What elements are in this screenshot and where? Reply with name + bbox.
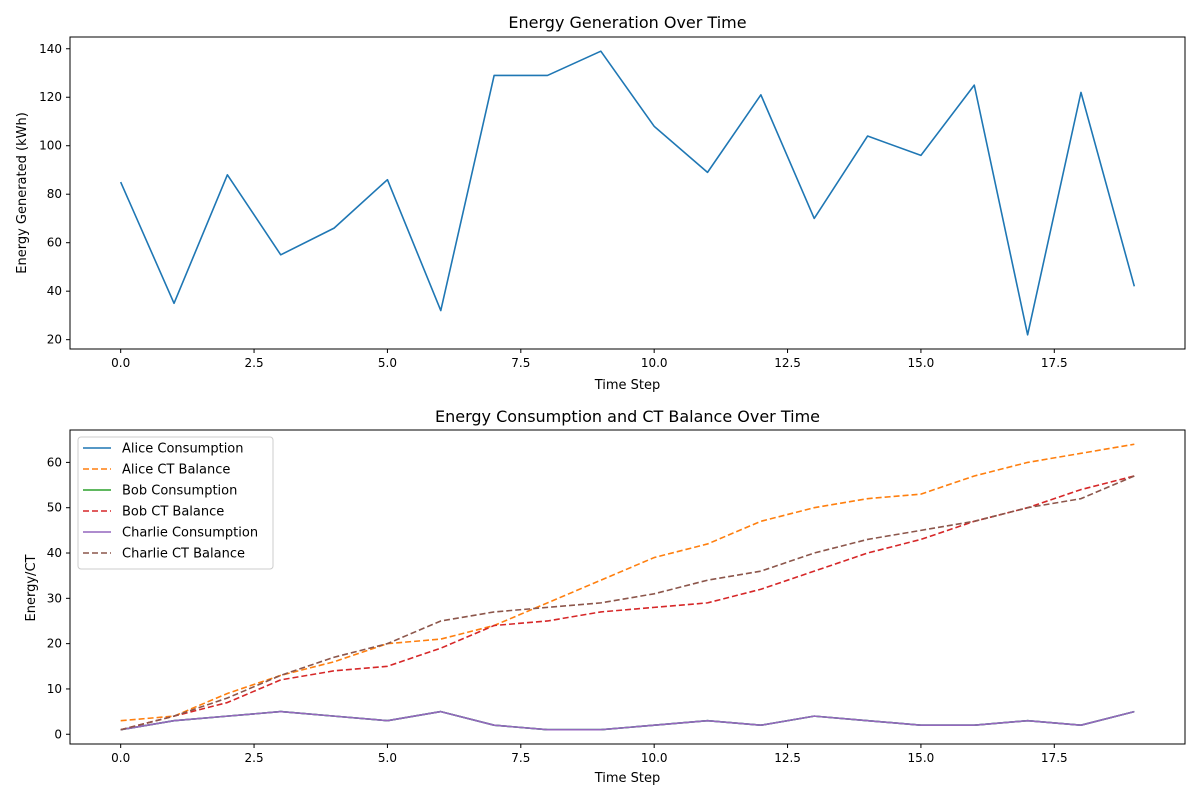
x-tick-label: 2.5 [245, 356, 264, 370]
legend-label: Bob CT Balance [122, 505, 224, 520]
chart-title: Energy Generation Over Time [508, 13, 746, 32]
legend-label: Alice CT Balance [122, 463, 230, 478]
legend-label: Charlie CT Balance [122, 547, 245, 562]
y-tick-label: 80 [47, 187, 62, 201]
y-tick-label: 40 [47, 284, 62, 298]
y-tick-label: 100 [39, 139, 62, 153]
legend-label: Charlie Consumption [122, 526, 258, 541]
y-tick-label: 20 [47, 637, 62, 651]
legend-label: Alice Consumption [122, 442, 244, 457]
generation-chart: Energy Generation Over Time Time Step En… [15, 13, 1186, 393]
legend: Alice Consumption Alice CT Balance Bob Con… [77, 436, 274, 570]
y-tick-label: 0 [54, 727, 62, 741]
x-tick-label: 12.5 [774, 751, 801, 765]
y-axis-label: Energy/CT [24, 554, 39, 621]
axes-frame [69, 429, 1186, 745]
y-tick-label: 10 [47, 682, 62, 696]
legend-label: Bob Consumption [122, 484, 237, 499]
legend-box [77, 436, 274, 570]
x-tick-label: 5.0 [378, 356, 397, 370]
x-tick-label: 7.5 [511, 751, 530, 765]
x-tick-label: 10.0 [641, 751, 668, 765]
y-tick-label: 30 [47, 591, 62, 605]
x-tick-label: 12.5 [774, 356, 801, 370]
series-line-5 [120, 475, 1135, 731]
axes-frame [69, 36, 1186, 350]
y-tick-label: 20 [47, 333, 62, 347]
x-tick-label: 15.0 [908, 751, 935, 765]
y-tick-label: 60 [47, 236, 62, 250]
x-tick-label: 2.5 [245, 751, 264, 765]
y-tick-label: 40 [47, 546, 62, 560]
x-tick-label: 10.0 [641, 356, 668, 370]
series-line-0 [119, 50, 1136, 336]
chart-title: Energy Consumption and CT Balance Over T… [435, 407, 820, 426]
x-tick-label: 17.5 [1041, 751, 1068, 765]
y-axis-label: Energy Generated (kWh) [15, 112, 30, 274]
x-tick-label: 7.5 [511, 356, 530, 370]
consumption-balance-chart: Energy Consumption and CT Balance Over T… [24, 407, 1186, 786]
series-line-3 [120, 475, 1135, 731]
y-tick-label: 120 [39, 90, 62, 104]
x-axis-label: Time Step [594, 771, 661, 786]
y-tick-label: 50 [47, 501, 62, 515]
y-tick-label: 140 [39, 42, 62, 56]
x-tick-label: 0.0 [111, 751, 130, 765]
plot-area: 0.0 2.5 5.0 7.5 10.0 12.5 15.0 17.5 0 10 20 30 40 50 6… [47, 429, 1186, 765]
x-tick-label: 5.0 [378, 751, 397, 765]
series-line-1 [120, 443, 1135, 722]
series-line-4 [120, 710, 1135, 731]
x-tick-label: 17.5 [1041, 356, 1068, 370]
x-axis-label: Time Step [594, 378, 661, 393]
x-tick-label: 0.0 [111, 356, 130, 370]
x-tick-label: 15.0 [908, 356, 935, 370]
y-tick-label: 60 [47, 455, 62, 469]
plot-area: 0.0 2.5 5.0 7.5 10.0 12.5 15.0 17.5 20 40 60 80 100 1… [39, 36, 1186, 370]
